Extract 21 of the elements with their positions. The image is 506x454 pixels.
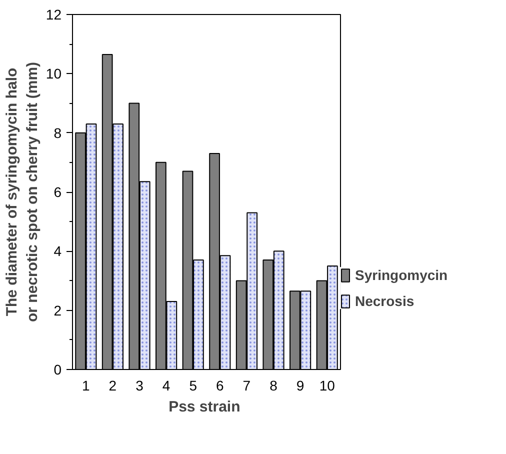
x-tick-label: 1 bbox=[82, 378, 90, 394]
x-tick-label: 10 bbox=[319, 378, 336, 394]
y-tick-label: 4 bbox=[54, 243, 62, 260]
x-tick-label: 5 bbox=[189, 378, 198, 394]
y-tick-label: 12 bbox=[46, 6, 62, 22]
y-tick-label: 0 bbox=[54, 362, 62, 378]
x-tick-label: 7 bbox=[242, 378, 251, 394]
x-tick-label: 6 bbox=[216, 378, 224, 394]
x-tick-label: 9 bbox=[296, 378, 304, 394]
x-tick-label: 3 bbox=[136, 378, 144, 394]
y-tick-label: 10 bbox=[46, 66, 62, 82]
x-tick-label: 2 bbox=[108, 378, 117, 394]
x-axis-title: Pss strain bbox=[168, 398, 240, 416]
x-tick-label: 8 bbox=[270, 378, 278, 394]
legend-label: Necrosis bbox=[355, 293, 414, 309]
y-tick-label: 2 bbox=[54, 302, 62, 318]
y-axis-title: The diameter of syringomycin halo or necrotic spot on cherry fruit (mm) bbox=[4, 62, 41, 322]
y-tick-label: 8 bbox=[54, 124, 62, 141]
legend-label: Syringomycin bbox=[355, 267, 448, 283]
x-tick-label: 4 bbox=[162, 378, 170, 394]
y-tick-label: 6 bbox=[54, 184, 62, 200]
